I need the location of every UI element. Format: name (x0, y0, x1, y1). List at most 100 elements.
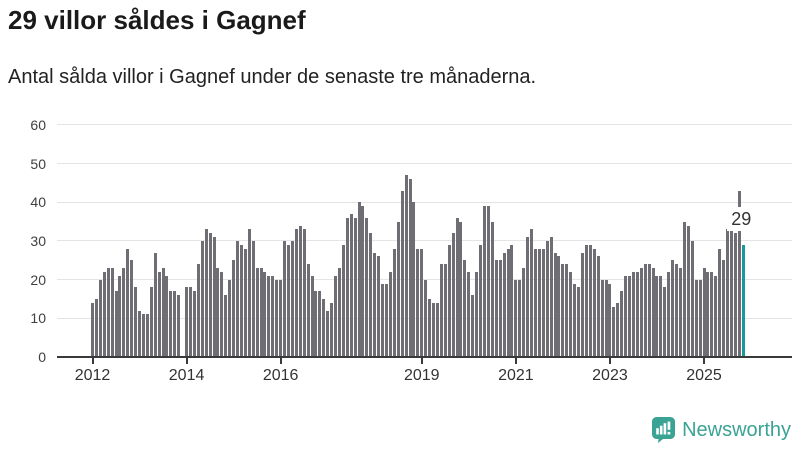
bar (318, 291, 322, 357)
bar (588, 244, 592, 357)
bar (165, 275, 169, 357)
bar (451, 233, 455, 357)
bar (369, 233, 373, 357)
bar (396, 221, 400, 357)
bar (553, 252, 557, 357)
gridline-y50 (57, 163, 792, 165)
x-axis-label-2014: 2014 (168, 367, 205, 384)
y-axis-label-10: 10 (30, 310, 46, 327)
gridline-y60 (57, 124, 792, 126)
bar (537, 248, 541, 357)
bar (643, 264, 647, 357)
bar (330, 302, 334, 357)
bar (196, 264, 200, 357)
bar (110, 268, 114, 357)
bar (624, 275, 628, 357)
bar (569, 271, 573, 357)
bar (604, 279, 608, 357)
brand-name: Newsworthy (682, 418, 791, 441)
bar (118, 275, 122, 357)
bar (494, 260, 498, 357)
bar (659, 275, 663, 357)
bar (698, 279, 702, 357)
bar (522, 268, 526, 357)
newsworthy-bubble-chart-icon (652, 417, 676, 443)
bar (682, 221, 686, 357)
bar (275, 279, 279, 357)
bar (479, 244, 483, 357)
bar (628, 275, 632, 357)
bar (345, 217, 349, 357)
x-axis-tick-2019 (420, 358, 423, 364)
x-axis-label-2023: 2023 (592, 367, 628, 384)
bar (353, 217, 357, 357)
bar (106, 268, 110, 357)
bar (349, 213, 353, 357)
bar (404, 175, 408, 357)
bar (608, 283, 612, 357)
bar (686, 225, 690, 357)
bar (667, 271, 671, 357)
bar (373, 252, 377, 357)
bar (718, 248, 722, 357)
bar (259, 268, 263, 357)
x-axis-label-2019: 2019 (403, 367, 440, 384)
bar (475, 271, 479, 357)
y-axis-label-40: 40 (30, 194, 46, 211)
bar (153, 252, 157, 357)
bar (220, 271, 224, 357)
bar (483, 206, 486, 357)
x-axis-tick-2014 (185, 358, 188, 364)
bar (326, 310, 330, 357)
bar (381, 283, 385, 357)
bar (498, 260, 502, 357)
bar (439, 264, 443, 357)
bar (635, 271, 639, 357)
bar (577, 287, 581, 357)
bar (561, 264, 565, 357)
bar (600, 279, 604, 357)
bar (157, 271, 161, 357)
newsworthy-logo[interactable]: Newsworthy (652, 417, 791, 443)
bar (592, 248, 596, 357)
bar (334, 275, 338, 357)
bar (392, 248, 396, 357)
bar (192, 291, 196, 357)
bar (671, 260, 675, 357)
bar (443, 264, 447, 357)
bar (490, 221, 494, 357)
x-axis-label-2021: 2021 (498, 367, 534, 384)
bar (263, 271, 267, 357)
bar (279, 279, 283, 357)
bar (243, 248, 247, 357)
bar (173, 291, 177, 357)
bar (502, 252, 506, 357)
bar (541, 248, 545, 357)
bar (612, 306, 616, 357)
bar (675, 264, 679, 357)
bar (694, 279, 698, 357)
bar (706, 271, 710, 357)
bar (232, 260, 236, 357)
bar (228, 279, 232, 357)
bar (733, 233, 737, 357)
bar (267, 275, 271, 357)
bar (200, 240, 204, 357)
x-axis-tick-2025 (703, 358, 706, 364)
bar (138, 310, 142, 357)
bar (298, 225, 302, 357)
bar (459, 221, 463, 357)
highlighted-bar (741, 244, 745, 357)
bar (130, 260, 134, 357)
bar (424, 279, 428, 357)
bar (690, 240, 694, 357)
bar (416, 248, 420, 357)
bar (247, 229, 251, 357)
x-axis-tick-2023 (608, 358, 611, 364)
bar (631, 271, 635, 357)
bar (224, 295, 228, 357)
bar (255, 268, 259, 357)
bar (655, 275, 659, 357)
bar (236, 240, 240, 357)
